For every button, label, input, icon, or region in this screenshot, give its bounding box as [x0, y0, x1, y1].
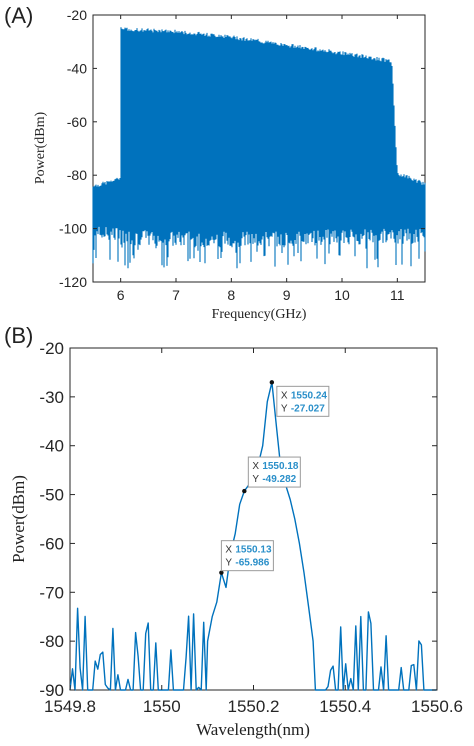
chart-a-xtick-label: 8: [227, 287, 235, 303]
chart-a-ytick-label: -80: [67, 167, 87, 183]
chart-b-plot-area: 1549.8 1550 1550.2 1550.4 1550.6 -20 -30 -40 -50…: [9, 339, 463, 739]
panel-b-label: (B): [4, 323, 33, 348]
datatip-y-label: Y: [225, 558, 232, 569]
chart-b-xtick-label: 1550: [143, 697, 181, 716]
chart-a-xtick-label: 10: [334, 287, 350, 303]
datatip-x-value: 1550.18: [262, 461, 299, 472]
chart-a-ytick-label: -100: [59, 221, 87, 237]
chart-b-series-line: [69, 381, 437, 691]
chart-a-ytick-label: -20: [67, 7, 87, 23]
chart-b-ytick-label: -20: [39, 339, 64, 358]
panel-a-label: (A): [4, 3, 33, 28]
datatip-y-value: -27.027: [291, 403, 325, 414]
datatip-x-label: X: [252, 461, 259, 472]
chart-a-series-line: [92, 27, 426, 269]
chart-a-xtick-label: 11: [390, 287, 405, 303]
datatip-marker: [219, 570, 224, 575]
chart-b-xtick-label: 1550.2: [228, 697, 280, 716]
chart-a-spectrum: [92, 27, 426, 269]
chart-b-xtick-label: 1550.4: [319, 697, 371, 716]
chart-a-xlabel: Frequency(GHz): [212, 307, 307, 322]
chart-b-xtick-label: 1550.6: [411, 697, 463, 716]
datatip-x-value: 1550.13: [235, 545, 272, 556]
datatip-box: [220, 540, 274, 572]
datatip-y-label: Y: [281, 403, 288, 414]
chart-b-ytick-label: -40: [39, 437, 64, 456]
chart-a-plot-area: 6 7 8 9 10 11 -20 -40 -60 -80 -100 -120 Frequency(G…: [33, 7, 426, 322]
chart-b-ytick-label: -70: [39, 583, 64, 602]
datatip-box: [247, 456, 301, 488]
chart-b-ytick-label: -30: [39, 388, 64, 407]
chart-b-xtick-label: 1549.8: [44, 697, 96, 716]
datatip-x-value: 1550.24: [291, 390, 328, 401]
chart-b-ytick-label: -50: [39, 486, 64, 505]
chart-a-ytick-label: -40: [67, 60, 87, 76]
chart-b-ytick-label: -60: [39, 534, 64, 553]
chart-b-spectrum: [69, 381, 437, 691]
datatip-x-label: X: [225, 545, 232, 556]
chart-b-ylabel: Power(dBm): [9, 475, 28, 563]
chart-b-ytick-label: -90: [39, 681, 64, 700]
datatip-y-value: -49.282: [262, 474, 296, 485]
chart-a-ytick-label: -120: [59, 274, 87, 290]
chart-b-axes-frame: [69, 347, 438, 691]
datatip-y-value: -65.986: [235, 558, 269, 569]
datatip-y-label: Y: [252, 474, 259, 485]
datatip-marker: [269, 380, 275, 385]
chart-b-ytick-label: -80: [39, 632, 64, 651]
datatip-marker: [242, 488, 247, 494]
datatip-x-label: X: [281, 390, 288, 401]
chart-a-xtick-label: 7: [172, 287, 180, 303]
datatip-box: [276, 385, 330, 417]
chart-b-xlabel: Wavelength(nm): [196, 720, 310, 739]
chart-a-xtick-label: 9: [283, 287, 291, 303]
chart-a-ytick-label: -60: [67, 114, 87, 130]
chart-a-xtick-label: 6: [117, 287, 125, 303]
chart-a-ylabel: Power(dBm): [33, 112, 48, 185]
